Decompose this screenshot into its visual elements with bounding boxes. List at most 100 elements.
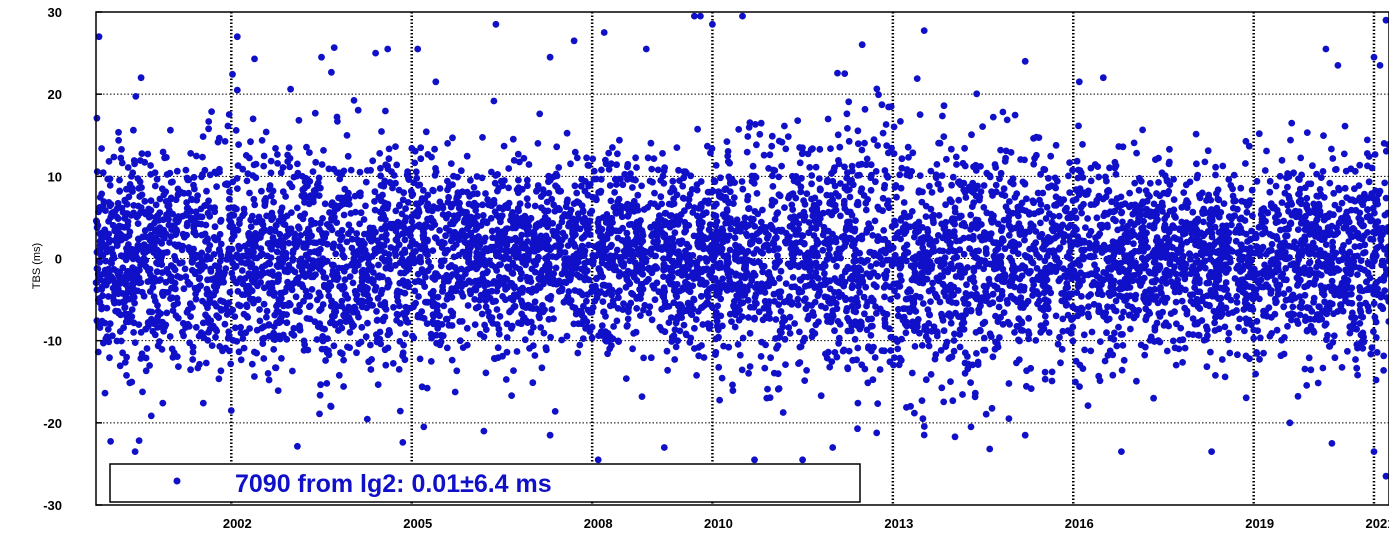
data-point: [956, 326, 964, 333]
data-point: [1249, 212, 1256, 220]
data-point: [981, 318, 989, 326]
data-point: [685, 243, 693, 251]
data-point: [860, 293, 868, 301]
data-point: [558, 285, 566, 293]
data-point: [816, 145, 824, 153]
data-point: [311, 109, 319, 117]
data-point: [1062, 273, 1070, 281]
data-point: [782, 239, 790, 247]
data-point: [226, 188, 233, 196]
data-point: [1194, 171, 1201, 179]
data-point: [920, 268, 928, 276]
data-point: [1189, 208, 1197, 216]
data-point: [810, 201, 818, 209]
data-point: [1250, 334, 1258, 342]
data-point: [1142, 187, 1150, 195]
data-point: [529, 379, 537, 387]
data-point: [772, 316, 780, 323]
data-point: [407, 232, 414, 240]
data-point: [676, 287, 684, 295]
data-point: [858, 146, 866, 154]
data-point: [1037, 328, 1045, 336]
data-point: [459, 292, 467, 300]
data-point: [1183, 204, 1191, 212]
data-point: [911, 343, 919, 350]
data-point: [997, 146, 1004, 154]
data-point: [151, 169, 159, 177]
data-point: [897, 235, 904, 243]
data-point: [565, 288, 573, 295]
data-point: [1133, 377, 1140, 385]
data-point: [973, 90, 981, 98]
data-point: [258, 137, 266, 144]
data-point: [891, 287, 898, 295]
data-point: [1331, 354, 1339, 362]
data-point: [226, 195, 233, 203]
data-point: [815, 175, 823, 183]
data-point: [876, 366, 884, 373]
data-point: [834, 131, 842, 139]
data-point: [107, 201, 115, 208]
data-point: [371, 188, 379, 196]
data-point: [766, 394, 774, 401]
data-point: [1080, 331, 1088, 339]
data-point: [529, 342, 537, 349]
data-point: [338, 324, 346, 332]
data-point: [1192, 130, 1200, 138]
data-point: [966, 245, 973, 253]
data-point: [571, 182, 579, 190]
data-point: [786, 192, 793, 200]
data-point: [721, 213, 729, 221]
data-point: [586, 209, 594, 217]
data-point: [1328, 277, 1336, 285]
data-point: [1138, 244, 1146, 252]
data-point: [335, 371, 343, 379]
data-point: [306, 302, 314, 310]
data-point: [167, 126, 174, 134]
data-point: [1204, 147, 1212, 155]
data-point: [1000, 309, 1008, 316]
data-point: [447, 160, 455, 168]
data-point: [1005, 415, 1013, 422]
data-point: [911, 409, 918, 417]
data-point: [638, 182, 645, 190]
data-point: [667, 188, 674, 196]
data-point: [651, 296, 659, 304]
data-point: [848, 284, 856, 292]
data-point: [918, 198, 926, 206]
data-point: [491, 179, 499, 187]
data-point: [371, 198, 378, 205]
data-point: [292, 243, 300, 251]
data-point: [225, 328, 233, 336]
data-point: [1207, 348, 1214, 356]
data-point: [1287, 136, 1294, 144]
data-point: [1356, 287, 1364, 294]
data-point: [1150, 394, 1157, 402]
data-point: [693, 372, 700, 379]
data-point: [123, 372, 130, 379]
data-point: [173, 167, 181, 175]
data-point: [131, 160, 139, 168]
data-point: [487, 214, 495, 222]
data-point: [505, 184, 512, 192]
data-point: [154, 313, 162, 321]
data-point: [624, 315, 632, 323]
data-point: [1189, 315, 1197, 322]
data-point: [178, 259, 186, 266]
data-point: [1277, 226, 1284, 234]
data-point: [316, 410, 323, 418]
data-point: [1364, 229, 1371, 236]
data-point: [488, 168, 495, 176]
data-point: [1320, 287, 1328, 294]
data-point: [755, 308, 763, 316]
data-point: [243, 177, 251, 185]
data-point: [325, 165, 333, 173]
data-point: [429, 247, 437, 255]
data-point: [1103, 221, 1111, 229]
data-point: [163, 154, 170, 161]
data-point: [826, 285, 834, 293]
data-point: [1339, 307, 1347, 315]
data-point: [796, 359, 804, 366]
data-point: [1072, 196, 1080, 203]
